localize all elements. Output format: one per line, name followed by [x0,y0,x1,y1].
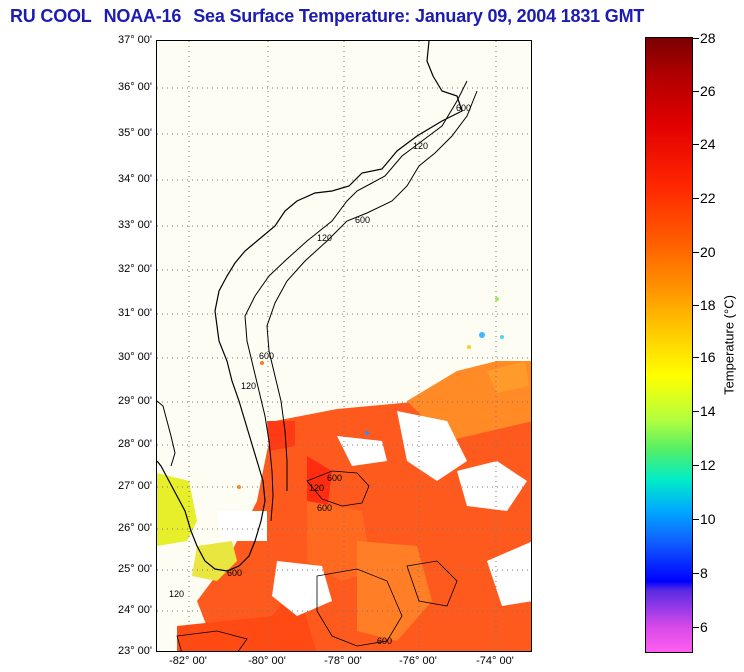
title-product: Sea Surface Temperature: [193,6,411,26]
isobath-label: 600 [259,351,274,361]
isobath-label: 600 [317,503,332,513]
coastline [157,41,463,572]
colorbar-tick [693,38,699,39]
temperature-colorbar [645,37,693,653]
colorbar-label-18: 18 [700,297,716,313]
lon-label-76: -76° 00' [399,655,437,667]
colorbar-label-12: 12 [700,457,716,473]
colorbar-axis-label: Temperature (°C) [721,295,737,395]
colorbar-label-20: 20 [700,244,716,260]
isobath-label: 120 [241,381,256,391]
lat-label-36: 36° 00' [117,81,152,93]
lat-label-31: 31° 00' [117,307,152,319]
lon-label-82: -82° 00' [169,655,207,667]
isobath-label: 600 [377,636,392,646]
colorbar-label-10: 10 [700,511,716,527]
lon-label-80: -80° 00' [248,655,286,667]
map-title: RU COOL NOAA-16 Sea Surface Temperature: J… [10,6,644,27]
isobath-120 [244,80,468,522]
colorbar-tick [693,519,699,520]
colorbar-tick [693,357,699,358]
lat-label-24: 24° 00' [117,604,152,616]
colorbar-tick [693,252,699,253]
isobath-label: 120 [413,141,428,151]
lat-label-37: 37° 00' [117,34,152,46]
isobath-600 [266,90,478,491]
colorbar-label-16: 16 [700,349,716,365]
graticule [157,41,531,651]
lat-label-30: 30° 00' [117,351,152,363]
colorbar-label-26: 26 [700,83,716,99]
isobath-label: 600 [327,473,342,483]
gulf-coast [157,400,176,467]
colorbar-label-28: 28 [700,30,716,46]
colorbar-label-8: 8 [700,565,708,581]
isobath-label: 120 [169,589,184,599]
colorbar-tick [693,91,699,92]
colorbar-tick [693,573,699,574]
lat-label-32: 32° 00' [117,263,152,275]
colorbar-label-22: 22 [700,190,716,206]
isobath-label: 600 [227,568,242,578]
lat-label-33: 33° 00' [117,219,152,231]
colorbar-tick [693,465,699,466]
lat-label-27: 27° 00' [117,480,152,492]
lat-label-26: 26° 00' [117,522,152,534]
colorbar-label-14: 14 [700,403,716,419]
bank-contour [176,470,458,651]
colorbar-tick [693,144,699,145]
lon-label-74: -74° 00' [476,655,514,667]
title-datetime: January 09, 2004 1831 GMT [415,6,645,26]
colorbar-tick [693,627,699,628]
lat-label-35: 35° 00' [117,127,152,139]
title-org: RU COOL [10,6,92,26]
isobath-label: 120 [309,483,324,493]
colorbar-label-6: 6 [700,619,708,635]
colorbar-tick [693,305,699,306]
sst-fill [157,297,531,651]
lat-label-34: 34° 00' [117,173,152,185]
isobath-label: 600 [456,103,471,113]
lat-label-23: 23° 00' [117,645,152,657]
lat-label-28: 28° 00' [117,438,152,450]
lat-label-25: 25° 00' [117,563,152,575]
isobath-label: 600 [355,215,370,225]
isobath-label: 120 [317,233,332,243]
colorbar-label-24: 24 [700,136,716,152]
sst-map[interactable]: 600 120 600 120 600 120 600 120 600 120 … [156,40,532,652]
title-satellite: NOAA-16 [103,6,182,26]
lat-label-29: 29° 00' [117,395,152,407]
colorbar-tick [693,411,699,412]
colorbar-tick [693,198,699,199]
lon-label-78: -78° 00' [324,655,362,667]
